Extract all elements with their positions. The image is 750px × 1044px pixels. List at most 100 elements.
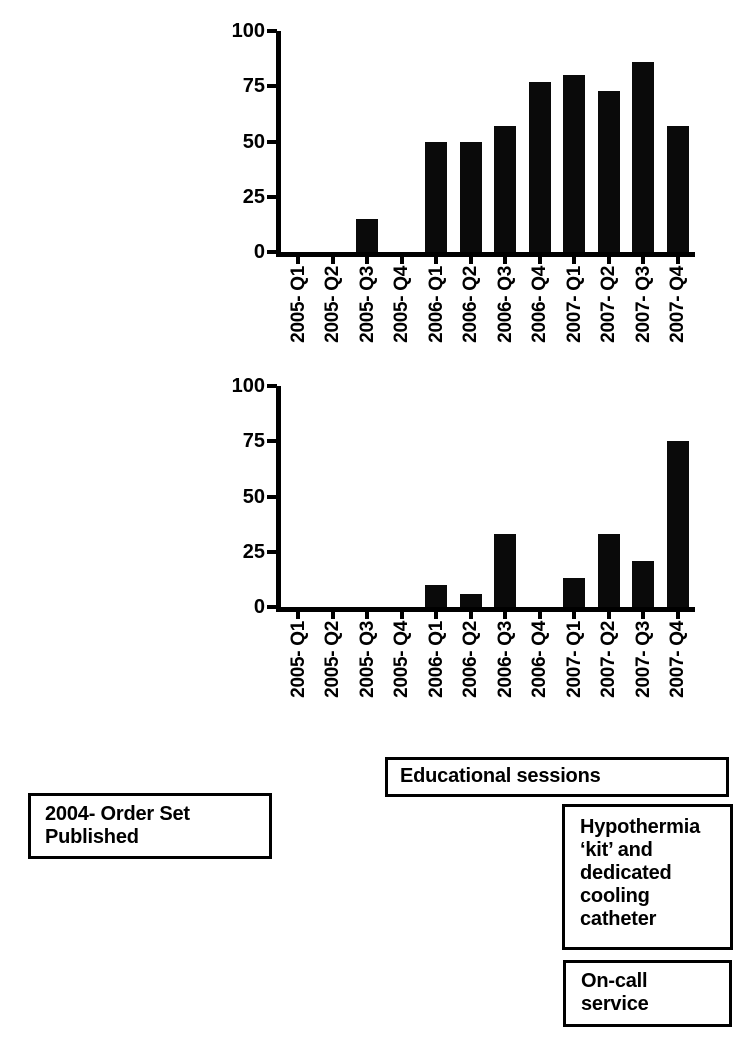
x-axis-tick [296, 612, 301, 619]
x-axis-tick [675, 612, 680, 619]
bar [494, 534, 517, 607]
x-axis-ticks [281, 257, 695, 264]
x-axis-label: 2007- Q1 [563, 621, 585, 698]
y-axis-tick [267, 494, 277, 499]
bar-slot [281, 31, 316, 252]
bar [666, 441, 689, 607]
bar [632, 560, 655, 607]
x-axis-label: 2007- Q2 [598, 621, 620, 698]
x-axis-tick [330, 257, 335, 264]
x-axis-tick [503, 612, 508, 619]
bar [459, 141, 482, 252]
x-axis-label: 2006- Q3 [494, 266, 516, 343]
x-axis-tick [572, 257, 577, 264]
annotation-hypothermia-kit: Hypothermia ‘kit’ and dedicated cooling … [562, 804, 733, 950]
x-axis-label: 2005- Q1 [287, 266, 309, 343]
x-axis-label: 2007- Q2 [598, 266, 620, 343]
bar [425, 141, 448, 252]
y-axis-tick [267, 439, 277, 444]
bar-slot [419, 386, 454, 607]
bar [459, 593, 482, 607]
x-axis-label: 2006- Q2 [460, 266, 482, 343]
bar-slot [626, 31, 661, 252]
x-axis-tick [468, 612, 473, 619]
bar [563, 578, 586, 607]
y-axis-tick [267, 384, 277, 388]
x-axis-label: 2005- Q2 [322, 266, 344, 343]
x-axis-label: 2006- Q4 [529, 266, 551, 343]
y-axis-tick-label: 50 [242, 485, 265, 508]
bar-slot [350, 31, 385, 252]
y-axis-tick-label: 0 [253, 596, 265, 618]
x-axis-tick [537, 612, 542, 619]
y-axis-tick [267, 29, 277, 33]
bar [563, 75, 586, 252]
annotation-on-call-service: On-call service [563, 960, 732, 1027]
x-axis-label: 2006- Q2 [460, 621, 482, 698]
x-axis-tick [537, 257, 542, 264]
x-axis-tick [330, 612, 335, 619]
x-axis-label: 2007- Q3 [632, 621, 654, 698]
x-axis-label: 2005- Q3 [356, 266, 378, 343]
x-axis-tick [296, 257, 301, 264]
bar-slot [592, 386, 627, 607]
bar-slot [557, 386, 592, 607]
bar-series [281, 386, 695, 607]
x-axis-labels: 2005- Q1 2005- Q2 2005- Q3 2005- Q4 2006- Q1… [281, 621, 695, 707]
bar [632, 61, 655, 252]
bar-slot [557, 31, 592, 252]
x-axis-label: 2006- Q3 [494, 621, 516, 698]
bar [425, 584, 448, 607]
bar-series [281, 31, 695, 252]
bar-slot [316, 386, 351, 607]
x-axis-tick [399, 257, 404, 264]
x-axis-label: 2005- Q2 [322, 621, 344, 698]
x-axis-label: 2007- Q3 [632, 266, 654, 343]
bar-slot [626, 386, 661, 607]
x-axis-tick [468, 257, 473, 264]
bar-slot [385, 31, 420, 252]
x-axis-labels: 2005- Q1 2005- Q2 2005- Q3 2005- Q4 2006- Q1… [281, 266, 695, 352]
x-axis-tick [434, 257, 439, 264]
bar [356, 218, 379, 252]
bar [666, 126, 689, 252]
bar-slot [316, 31, 351, 252]
y-axis-tick-label: 75 [242, 75, 265, 98]
x-axis-label: 2005- Q1 [287, 621, 309, 698]
x-axis-tick [399, 612, 404, 619]
x-axis-ticks [281, 612, 695, 619]
annotation-educational-sessions: Educational sessions [385, 757, 729, 797]
y-axis-tick-label: 100 [231, 20, 265, 42]
bar-slot [523, 31, 558, 252]
bar [597, 90, 620, 252]
bar-slot [419, 31, 454, 252]
bar-chart-top: 0 25 50 75 100 2005- Q1 2005- Q2 2005- Q3 2005- … [232, 21, 695, 343]
bar-slot [488, 31, 523, 252]
x-axis-tick [641, 612, 646, 619]
y-axis-tick-label: 75 [242, 430, 265, 453]
bar [494, 126, 517, 252]
bar-slot [350, 386, 385, 607]
x-axis-tick [572, 612, 577, 619]
x-axis-label: 2006- Q1 [425, 266, 447, 343]
x-axis-label: 2005- Q4 [391, 266, 413, 343]
x-axis-tick [606, 612, 611, 619]
bar-slot [523, 386, 558, 607]
y-axis-tick [267, 194, 277, 199]
bar [597, 534, 620, 607]
x-axis-tick [675, 257, 680, 264]
x-axis-label: 2006- Q1 [425, 621, 447, 698]
y-axis-tick-label: 0 [253, 241, 265, 263]
y-axis-tick-label: 25 [242, 540, 265, 563]
annotation-order-set-published: 2004- Order Set Published [28, 793, 272, 859]
x-axis-tick [365, 257, 370, 264]
y-axis-tick [267, 139, 277, 144]
bar [528, 81, 551, 252]
y-axis-tick-label: 50 [242, 130, 265, 153]
bar-slot [454, 386, 489, 607]
y-axis-tick [267, 250, 277, 254]
bar-slot [454, 31, 489, 252]
y-axis-tick-label: 25 [242, 185, 265, 208]
x-axis-label: 2005- Q3 [356, 621, 378, 698]
